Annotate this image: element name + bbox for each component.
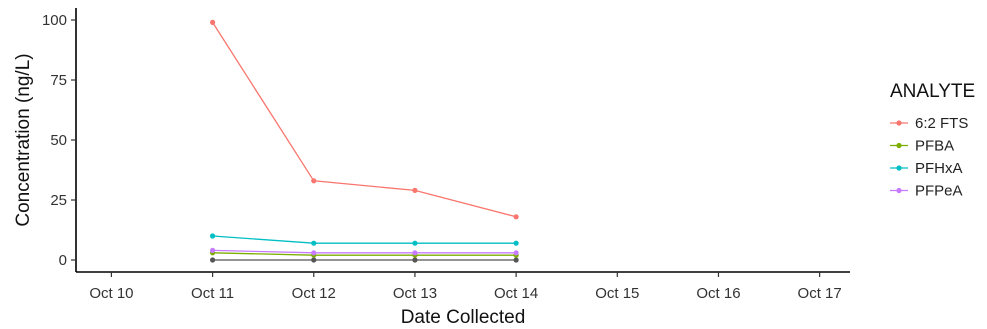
legend-item: 6:2 FTS bbox=[890, 115, 968, 132]
legend-key-point bbox=[896, 165, 902, 171]
x-tick-label: Oct 12 bbox=[292, 285, 336, 302]
series-line bbox=[212, 252, 517, 256]
x-tick-label: Oct 13 bbox=[393, 285, 437, 302]
plot-area bbox=[209, 19, 519, 263]
y-tick-label: 100 bbox=[42, 12, 67, 29]
y-tick-label: 0 bbox=[59, 252, 67, 269]
legend-key-point bbox=[896, 120, 902, 126]
data-point bbox=[412, 257, 418, 263]
data-point bbox=[311, 178, 317, 184]
y-tick-label: 75 bbox=[50, 72, 67, 89]
series-line bbox=[212, 249, 517, 254]
legend-label: PFHxA bbox=[915, 160, 963, 177]
data-point bbox=[209, 19, 216, 25]
series-pfhxa bbox=[209, 233, 519, 246]
y-axis-title: Concentration (ng/L) bbox=[13, 53, 34, 226]
data-point bbox=[209, 233, 216, 239]
data-point bbox=[412, 240, 418, 246]
data-point bbox=[513, 214, 519, 220]
legend-label: PFPeA bbox=[915, 183, 963, 200]
series-line bbox=[212, 22, 517, 218]
x-tick-label: Oct 15 bbox=[595, 285, 639, 302]
x-tick-label: Oct 17 bbox=[798, 285, 842, 302]
series-line bbox=[212, 235, 517, 244]
series-unnamed bbox=[209, 257, 519, 263]
data-point bbox=[513, 250, 519, 256]
series-pfpea bbox=[209, 247, 519, 256]
legend-items: 6:2 FTS PFBA PFHxA PFPeA bbox=[890, 115, 968, 200]
x-axis-ticks: Oct 10 Oct 11 Oct 12 Oct 13 Oct 14 Oct 15 Oct … bbox=[89, 272, 842, 302]
legend-key-point bbox=[896, 187, 902, 194]
legend-title: ANALYTE bbox=[890, 81, 975, 102]
data-point bbox=[311, 257, 317, 263]
data-point bbox=[209, 247, 216, 253]
legend: ANALYTE 6:2 FTS PFBA PFHxA PFPeA bbox=[890, 81, 975, 200]
legend-item: PFHxA bbox=[890, 160, 963, 177]
y-axis-ticks: 0 25 50 75 100 bbox=[42, 12, 76, 269]
x-tick-label: Oct 10 bbox=[89, 285, 133, 302]
legend-item: PFPeA bbox=[890, 183, 963, 200]
data-point bbox=[412, 250, 418, 256]
data-point bbox=[311, 250, 317, 256]
data-point bbox=[513, 240, 519, 246]
y-tick-label: 50 bbox=[50, 132, 67, 149]
y-tick-label: 25 bbox=[50, 192, 67, 209]
legend-label: PFBA bbox=[915, 138, 954, 155]
series-6-2-fts bbox=[209, 19, 519, 220]
x-tick-label: Oct 14 bbox=[494, 285, 538, 302]
data-point bbox=[412, 187, 418, 193]
x-axis-title: Date Collected bbox=[401, 307, 526, 328]
data-point bbox=[311, 240, 317, 246]
x-tick-label: Oct 16 bbox=[696, 285, 740, 302]
legend-item: PFBA bbox=[890, 138, 954, 155]
data-point bbox=[513, 257, 519, 263]
data-point bbox=[209, 257, 216, 263]
legend-label: 6:2 FTS bbox=[915, 115, 968, 132]
x-tick-label: Oct 11 bbox=[191, 285, 234, 302]
legend-key-point bbox=[896, 142, 902, 149]
